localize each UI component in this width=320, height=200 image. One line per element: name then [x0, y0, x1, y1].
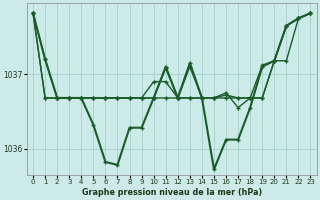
X-axis label: Graphe pression niveau de la mer (hPa): Graphe pression niveau de la mer (hPa): [82, 188, 262, 197]
